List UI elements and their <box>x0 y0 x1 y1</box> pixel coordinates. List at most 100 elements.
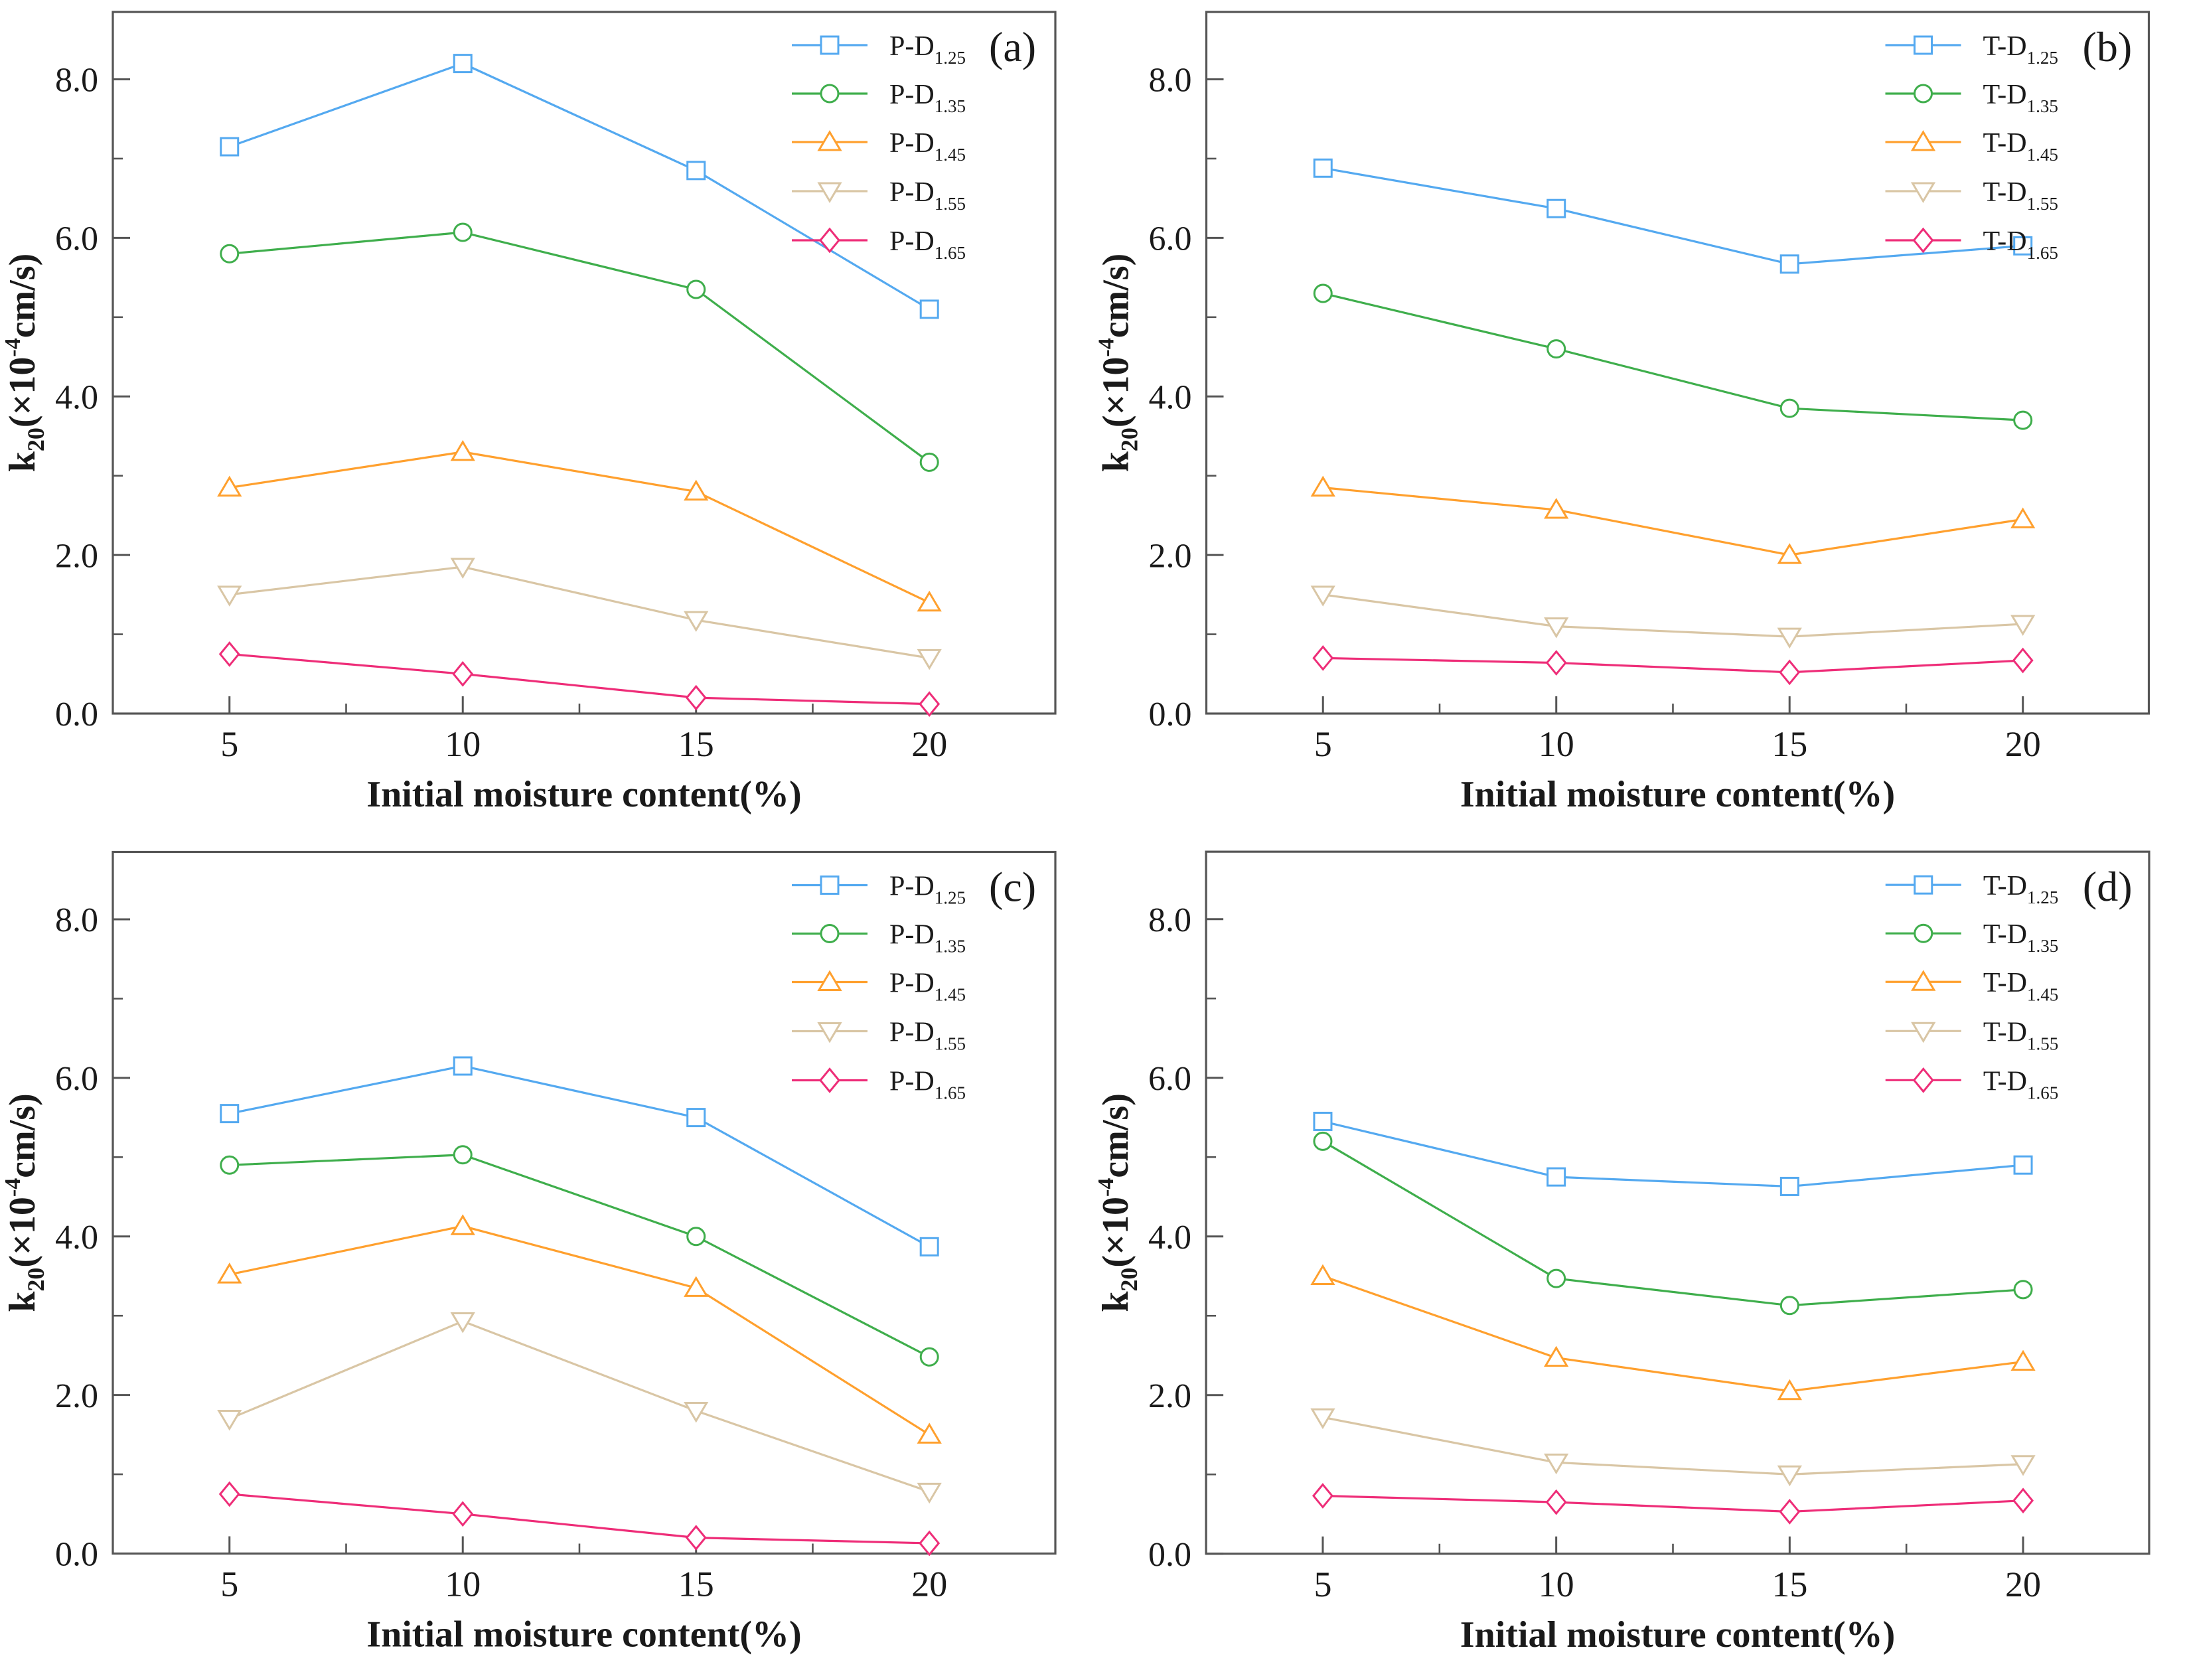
y-axis-title: k20(×10-4cm/s) <box>1094 1093 1142 1312</box>
series-line-P-D1.35 <box>229 1154 930 1358</box>
series-line-P-D1.55 <box>229 1320 930 1493</box>
y-axis-title: k20(×10-4cm/s) <box>1 254 49 473</box>
series-marker-P-D1.35 <box>220 244 240 264</box>
series-marker-P-D1.25 <box>453 54 473 74</box>
series-marker-P-D1.55 <box>684 1402 709 1423</box>
y-tick-label: 0.0 <box>55 696 98 733</box>
legend-label-P-D1.35: P-D1.35 <box>889 920 966 956</box>
legend-marker-P-D1.55 <box>817 1022 842 1043</box>
plot-frame <box>1205 850 2150 1555</box>
series-marker-P-D1.65 <box>218 641 240 667</box>
series-line-T-D1.65 <box>1322 1494 2024 1513</box>
panel-label: (a) <box>989 23 1036 70</box>
series-line-T-D1.45 <box>1323 487 2023 556</box>
series-marker-T-D1.25 <box>2013 236 2033 256</box>
y-tick-label: 2.0 <box>1149 537 1192 575</box>
legend-marker-P-D1.65 <box>819 227 840 254</box>
legend-label-T-D1.65: T-D1.65 <box>1983 1066 2058 1103</box>
series-marker-P-D1.45 <box>217 1262 242 1284</box>
series-marker-T-D1.45 <box>1544 498 1569 519</box>
series-line-T-D1.35 <box>1322 292 2023 421</box>
x-tick-label: 10 <box>1539 724 1574 764</box>
series-marker-P-D1.35 <box>686 1227 706 1247</box>
series-marker-T-D1.65 <box>2012 647 2034 674</box>
legend-label-T-D1.45: T-D1.45 <box>1983 128 2058 165</box>
series-marker-T-D1.65 <box>1779 659 1801 686</box>
legend-marker-T-D1.65 <box>1912 227 1934 254</box>
series-marker-T-D1.45 <box>1777 1379 1802 1401</box>
y-tick-label: 8.0 <box>55 62 98 100</box>
y-axis-title: k20(×10-4cm/s) <box>1094 254 1143 473</box>
series-marker-T-D1.25 <box>1779 254 1799 274</box>
legend-label-T-D1.55: T-D1.55 <box>1983 1017 2058 1053</box>
legend-marker-T-D1.45 <box>1910 130 1936 151</box>
series-marker-P-D1.45 <box>217 475 242 497</box>
y-tick-label: 8.0 <box>1148 901 1191 939</box>
x-tick-label: 15 <box>1772 1565 1807 1604</box>
panel-c-chart: 0.0 2.0 4.0 6.0 8.0 5 10 15 20 Initial moisture c… <box>1 850 1057 1655</box>
series-marker-P-D1.55 <box>450 558 475 579</box>
y-tick-label: 2.0 <box>55 537 98 575</box>
plot-frame <box>112 11 1057 715</box>
series-marker-T-D1.35 <box>1313 283 1333 303</box>
series-marker-T-D1.25 <box>1546 1167 1566 1187</box>
series-line-T-D1.35 <box>1322 1140 2024 1307</box>
series-marker-T-D1.25 <box>1313 158 1333 178</box>
y-tick-label: 8.0 <box>55 901 98 939</box>
panel-a-chart: 0.0 2.0 4.0 6.0 8.0 5 10 15 20 Initial moisture c… <box>1 11 1057 815</box>
series-marker-P-D1.55 <box>217 1409 242 1431</box>
legend-marker-T-D1.35 <box>1914 84 1933 104</box>
x-axis-title: Initial moisture content(%) <box>366 774 801 815</box>
y-axis-title: k20(×10-4cm/s) <box>1 1093 49 1312</box>
x-tick-label: 5 <box>220 724 238 764</box>
legend-label-T-D1.55: T-D1.55 <box>1983 177 2058 214</box>
series-marker-P-D1.55 <box>917 1482 942 1504</box>
series-marker-P-D1.55 <box>450 1312 475 1334</box>
legend-marker-T-D1.55 <box>1910 182 1936 203</box>
x-tick-label: 20 <box>911 724 947 764</box>
series-marker-T-D1.45 <box>1310 1264 1335 1286</box>
series-marker-T-D1.55 <box>1544 617 1569 639</box>
legend-marker-P-D1.65 <box>819 1067 840 1093</box>
series-marker-P-D1.55 <box>917 649 942 670</box>
legend-marker-T-D1.25 <box>1914 875 1933 895</box>
series-line-P-D1.45 <box>229 451 930 604</box>
series-line-T-D1.65 <box>1323 656 2023 674</box>
x-tick-label: 20 <box>2005 1565 2041 1604</box>
x-axis-title: Initial moisture content(%) <box>1460 774 1895 815</box>
legend-marker-P-D1.45 <box>817 130 842 151</box>
series-marker-P-D1.35 <box>453 1145 473 1165</box>
series-marker-T-D1.45 <box>2010 507 2036 528</box>
series-marker-T-D1.35 <box>2013 1280 2033 1300</box>
legend-label-P-D1.45: P-D1.45 <box>889 128 966 165</box>
panel-label: (b) <box>2083 23 2133 70</box>
series-marker-P-D1.35 <box>453 222 473 242</box>
series-marker-P-D1.45 <box>684 1276 709 1297</box>
series-marker-T-D1.25 <box>1779 1176 1799 1196</box>
legend-label-P-D1.45: P-D1.45 <box>889 968 966 1005</box>
legend-label-P-D1.55: P-D1.55 <box>889 1018 966 1054</box>
plot-frame <box>112 850 1057 1555</box>
series-marker-P-D1.65 <box>919 691 941 718</box>
series-marker-T-D1.25 <box>2013 1155 2033 1175</box>
series-line-T-D1.45 <box>1322 1274 2024 1393</box>
legend-label-T-D1.25: T-D1.25 <box>1983 31 2058 68</box>
series-marker-P-D1.65 <box>685 1525 707 1551</box>
y-tick-label: 4.0 <box>1148 1219 1191 1257</box>
series-line-P-D1.35 <box>229 231 931 463</box>
series-marker-P-D1.65 <box>218 1481 240 1507</box>
series-marker-T-D1.55 <box>1777 627 1802 649</box>
series-marker-P-D1.55 <box>217 585 242 607</box>
y-tick-label: 2.0 <box>1148 1377 1191 1415</box>
series-marker-T-D1.55 <box>1777 1465 1802 1487</box>
series-marker-P-D1.25 <box>919 1237 939 1257</box>
x-tick-label: 15 <box>1772 724 1807 764</box>
legend-marker-T-D1.25 <box>1914 35 1933 55</box>
series-marker-T-D1.55 <box>2010 1455 2036 1476</box>
series-marker-P-D1.35 <box>919 452 939 472</box>
y-tick-label: 4.0 <box>55 1219 98 1257</box>
series-marker-T-D1.55 <box>1310 585 1335 607</box>
series-marker-T-D1.65 <box>2012 1488 2034 1514</box>
x-axis-title: Initial moisture content(%) <box>366 1614 801 1655</box>
series-marker-P-D1.55 <box>684 611 709 633</box>
